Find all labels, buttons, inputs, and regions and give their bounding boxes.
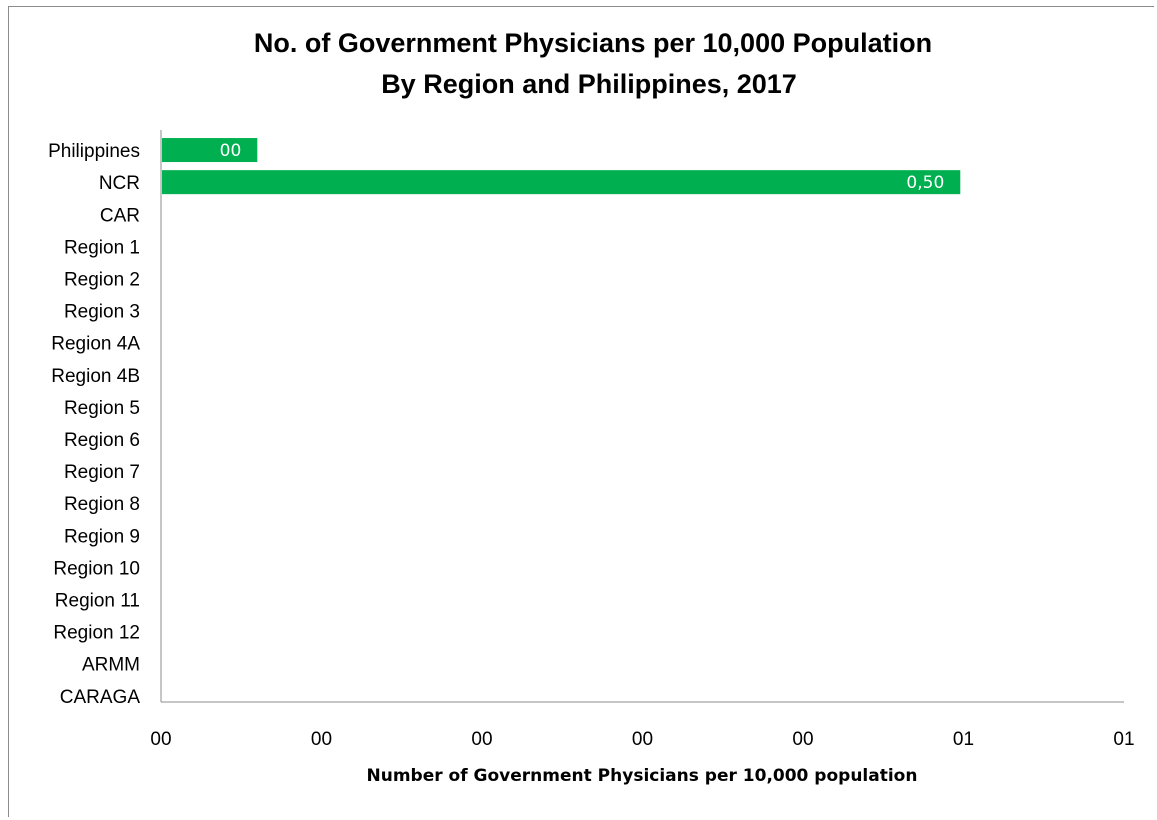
chart-area (8, 6, 1154, 817)
chart-title-line-1: No. of Government Physicians per 10,000 … (254, 28, 932, 58)
bar (162, 170, 961, 195)
category-label: Region 7 (64, 462, 140, 483)
category-label: Region 3 (64, 302, 140, 323)
category-label: Region 5 (64, 398, 140, 419)
category-label: Region 10 (53, 558, 140, 579)
x-tick-labels: 00 00 00 00 00 01 01 (150, 729, 1134, 750)
category-label: ARMM (82, 655, 140, 676)
category-label: NCR (99, 173, 140, 194)
data-label: 0,50 (906, 173, 944, 193)
x-axis-title: Number of Government Physicians per 10,0… (367, 766, 918, 786)
x-tick-label: 00 (311, 729, 332, 750)
bars: 000,50 (162, 138, 961, 195)
category-label: Region 12 (53, 623, 140, 644)
category-labels: Philippines NCR CAR Region 1 Region 2 Region … (48, 141, 140, 708)
category-label: Region 6 (64, 430, 140, 451)
x-tick-label: 00 (471, 729, 492, 750)
category-label: Region 11 (55, 590, 140, 611)
category-label: Region 9 (64, 526, 140, 547)
category-label: CARAGA (60, 687, 141, 708)
category-label: Region 1 (64, 237, 140, 258)
category-label: Region 8 (64, 494, 140, 515)
chart-title-line-2: By Region and Philippines, 2017 (381, 69, 797, 99)
x-tick-label: 00 (792, 729, 813, 750)
category-label: Region 4A (51, 334, 140, 355)
x-tick-label: 00 (150, 729, 171, 750)
x-tick-label: 01 (953, 729, 974, 750)
data-label: 00 (220, 141, 242, 161)
category-label: Philippines (48, 141, 140, 162)
category-label: Region 4B (51, 366, 140, 387)
x-tick-label: 01 (1113, 729, 1134, 750)
category-label: Region 2 (64, 269, 140, 290)
x-tick-label: 00 (632, 729, 653, 750)
category-label: CAR (100, 205, 140, 226)
bar (162, 138, 258, 163)
